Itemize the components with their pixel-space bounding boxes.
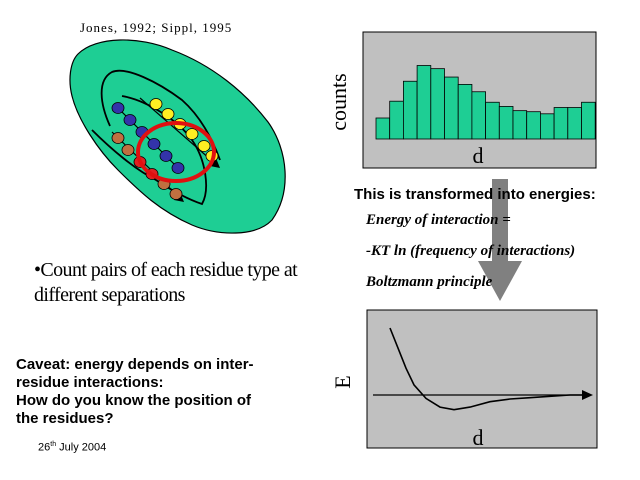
bullet-point: •Count pairs of each residue type at dif… [34, 259, 298, 306]
energy-panel [366, 309, 598, 449]
histogram-y-label: counts [326, 73, 351, 130]
protein-pair-diagram [69, 39, 286, 234]
histogram-bar-0 [375, 117, 391, 140]
protein-surface [69, 39, 286, 234]
date-footer: 26th July 2004 [38, 441, 106, 454]
energy-chart: E d [330, 309, 598, 450]
histogram-bar-13 [553, 107, 569, 140]
residue-bead-6 [149, 98, 163, 110]
histogram-bar-14 [567, 107, 582, 140]
distance-shell-circle [136, 121, 216, 183]
formula-line-1: Energy of interaction = [366, 212, 511, 228]
citation-text: Jones, 1992; Sippl, 1995 [80, 20, 233, 35]
date-suffix: th [50, 441, 57, 448]
histogram-bars [375, 65, 596, 140]
date-rest: July 2004 [56, 441, 107, 454]
caveat-line-4: the residues? [16, 410, 114, 427]
histogram-x-label: d [473, 143, 484, 168]
residue-bead-9 [185, 128, 199, 140]
caveat-line-1: Caveat: energy depends on inter- [16, 356, 254, 373]
energy-x-label: d [473, 425, 484, 450]
histogram-bar-12 [540, 113, 555, 140]
arrowhead-2 [210, 158, 220, 168]
residue-axis-3 [111, 131, 183, 201]
residue-bead-4 [159, 150, 173, 162]
residue-bead-3 [147, 138, 161, 150]
transform-down-arrow [478, 179, 522, 301]
caveat-text: Caveat: energy depends on inter- residue… [16, 356, 316, 428]
caveat-line-3: How do you know the position of [16, 392, 251, 409]
histogram-bar-3 [416, 65, 432, 140]
histogram-bar-7 [471, 91, 486, 140]
histogram-bar-1 [389, 100, 404, 140]
residue-bead-1 [123, 114, 137, 126]
residue-bead-5 [171, 162, 185, 174]
energy-y-label: E [330, 375, 355, 388]
residue-axis-2 [139, 97, 219, 167]
histogram-bar-6 [457, 84, 473, 140]
transform-title: This is transformed into energies: [354, 186, 596, 203]
residue-bead-17 [169, 188, 183, 200]
histogram-bar-9 [498, 106, 514, 140]
residue-bead-12 [111, 132, 125, 144]
histogram-chart: counts d [326, 31, 597, 169]
histogram-bar-8 [485, 101, 500, 140]
residue-bead-10 [197, 140, 211, 152]
histogram-bar-5 [444, 76, 459, 140]
histogram-bar-11 [526, 111, 541, 140]
histogram-bar-10 [512, 110, 528, 140]
date-day: 26 [38, 441, 51, 454]
residue-bead-0 [111, 102, 125, 114]
backbone-strand-lower [91, 95, 207, 206]
backbone-strand-upper [100, 69, 221, 161]
residue-bead-13 [121, 144, 135, 156]
residue-bead-7 [161, 108, 175, 120]
energy-curve [389, 327, 584, 411]
formula-line-3: Boltzmann principle [366, 274, 493, 290]
energy-axis-arrowhead [582, 390, 593, 400]
histogram-bar-2 [402, 80, 418, 140]
histogram-bar-15 [581, 101, 596, 140]
caveat-line-2: residue interactions: [16, 374, 164, 391]
arrow-shape [478, 179, 522, 301]
histogram-bar-4 [430, 68, 445, 140]
residue-group [111, 98, 219, 200]
formula-line-2: -KT ln (frequency of interactions) [366, 243, 576, 259]
